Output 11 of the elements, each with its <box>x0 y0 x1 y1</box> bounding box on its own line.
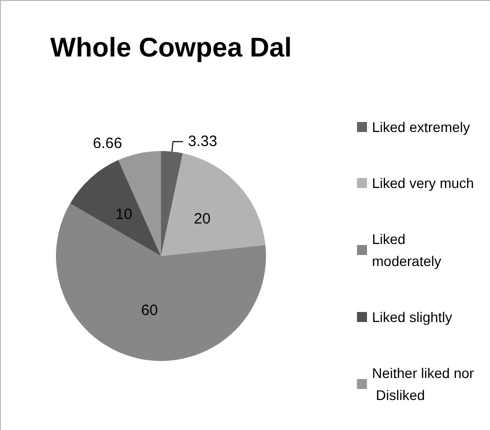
data-label: 6.66 <box>92 135 122 152</box>
legend-label: Neither liked nor Disliked <box>372 365 474 403</box>
data-label: 60 <box>141 302 158 319</box>
legend-label: Liked moderately <box>372 231 442 269</box>
data-label: 3.33 <box>188 133 218 150</box>
data-label: 20 <box>194 210 211 228</box>
legend-label: Liked slightly <box>372 309 452 325</box>
legend-label: Liked extremely <box>372 119 470 135</box>
chart-title: Whole Cowpea Dal <box>50 32 292 62</box>
legend-label: Liked very much <box>372 175 474 191</box>
data-label: 10 <box>116 206 132 224</box>
